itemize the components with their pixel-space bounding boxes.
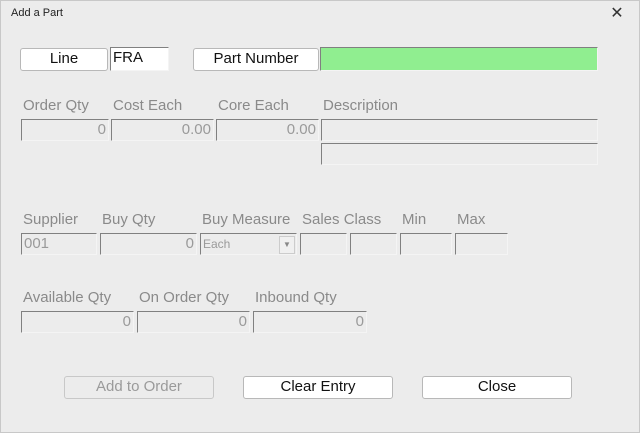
min-label: Min bbox=[402, 211, 427, 228]
min-input[interactable] bbox=[400, 233, 452, 255]
available-qty-label: Available Qty bbox=[23, 289, 112, 306]
cost-each-input[interactable]: 0.00 bbox=[111, 119, 214, 141]
buy-measure-select[interactable]: Each ▼ bbox=[200, 233, 297, 255]
supplier-label: Supplier bbox=[23, 211, 79, 228]
chevron-down-icon[interactable]: ▼ bbox=[279, 236, 295, 254]
line-input[interactable]: FRA bbox=[110, 47, 169, 71]
core-each-label: Core Each bbox=[218, 97, 289, 114]
on-order-qty-input[interactable]: 0 bbox=[137, 311, 250, 333]
part-number-button[interactable]: Part Number bbox=[193, 48, 319, 71]
order-qty-input[interactable]: 0 bbox=[21, 119, 109, 141]
description-input-2[interactable] bbox=[321, 143, 598, 165]
sales-class-label: Sales Class bbox=[302, 211, 382, 228]
description-input[interactable] bbox=[321, 119, 598, 141]
order-qty-label: Order Qty bbox=[23, 97, 89, 114]
inbound-qty-label: Inbound Qty bbox=[255, 289, 337, 306]
close-icon[interactable]: ✕ bbox=[610, 5, 624, 22]
sales-class-input-2[interactable] bbox=[350, 233, 397, 255]
description-label: Description bbox=[323, 97, 399, 114]
buy-qty-input[interactable]: 0 bbox=[100, 233, 197, 255]
cost-each-label: Cost Each bbox=[113, 97, 183, 114]
buy-measure-value: Each bbox=[203, 237, 231, 251]
part-number-input[interactable] bbox=[320, 47, 598, 71]
close-button[interactable]: Close bbox=[422, 376, 572, 399]
max-label: Max bbox=[457, 211, 486, 228]
available-qty-input[interactable]: 0 bbox=[21, 311, 134, 333]
supplier-input[interactable]: 001 bbox=[21, 233, 97, 255]
core-each-input[interactable]: 0.00 bbox=[216, 119, 319, 141]
clear-entry-button[interactable]: Clear Entry bbox=[243, 376, 393, 399]
dialog-title: Add a Part bbox=[11, 7, 63, 19]
add-to-order-button[interactable]: Add to Order bbox=[64, 376, 214, 399]
inbound-qty-input[interactable]: 0 bbox=[253, 311, 367, 333]
sales-class-input[interactable] bbox=[300, 233, 347, 255]
buy-measure-label: Buy Measure bbox=[202, 211, 291, 228]
max-input[interactable] bbox=[455, 233, 508, 255]
buy-qty-label: Buy Qty bbox=[102, 211, 156, 228]
on-order-qty-label: On Order Qty bbox=[139, 289, 230, 306]
line-button[interactable]: Line bbox=[20, 48, 108, 71]
